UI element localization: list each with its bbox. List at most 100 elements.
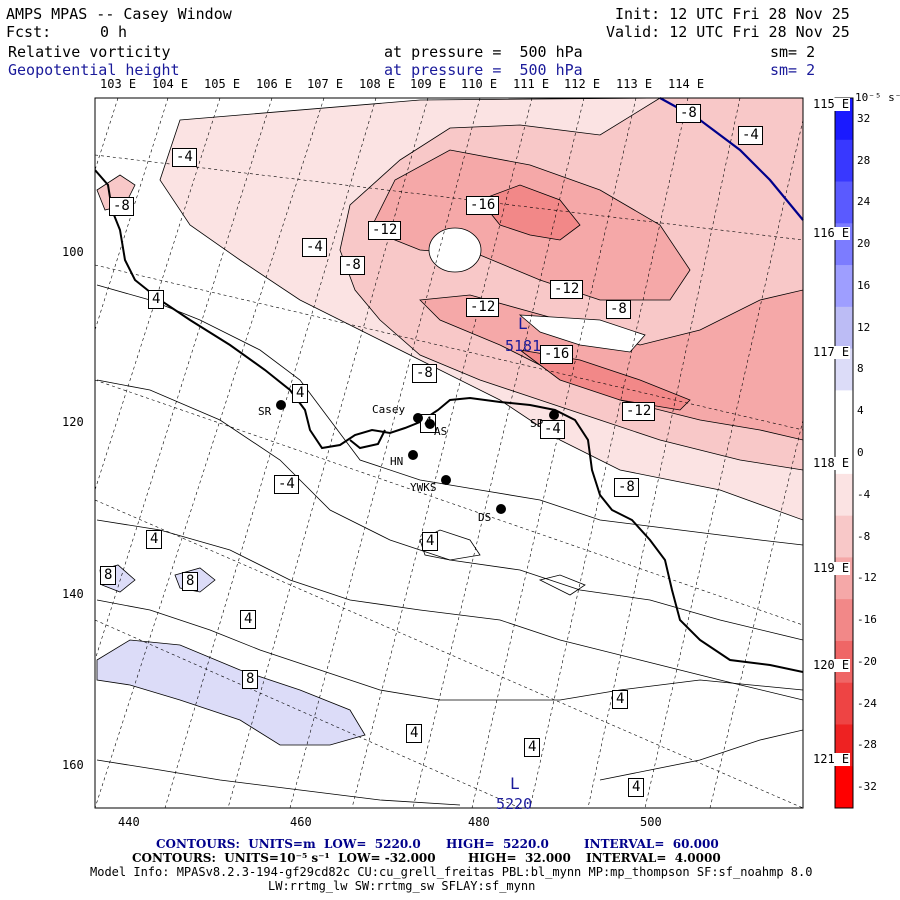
right-lon-label: 115 E [812, 97, 851, 111]
right-lon-label: 116 E [812, 226, 851, 240]
colorbar-label: -12 [857, 571, 877, 585]
contour-label: 8 [242, 670, 259, 689]
contour-label: -12 [466, 298, 500, 317]
colorbar-label: -4 [857, 487, 871, 501]
contour-label: -12 [368, 221, 402, 240]
station-label: YWKS [410, 481, 437, 494]
right-lon-label: 119 E [812, 561, 851, 575]
field2-level: at pressure = 500 hPa [384, 61, 583, 79]
top-lon-label: 108 E [359, 77, 396, 91]
colorbar-label: 0 [857, 446, 864, 459]
colorbar-label: -8 [857, 529, 871, 543]
colorbar-label: 28 [857, 153, 871, 167]
station-label: SP [530, 417, 544, 430]
colorbar-label: 8 [857, 362, 864, 376]
contour-label: -8 [614, 478, 639, 497]
vorticity-band-minus16 [479, 184, 581, 241]
station-label: Casey [372, 403, 406, 416]
low-value-2: 5220 [496, 795, 533, 813]
bottom-tick-label: 460 [290, 815, 312, 829]
field1-level: at pressure = 500 hPa [384, 43, 583, 61]
footer-height-contours: CONTOURS: UNITS=m LOW= 5220.0 [156, 837, 421, 851]
colorbar [835, 98, 853, 809]
left-tick-label: 160 [62, 758, 84, 772]
footer-model-info-2: LW:rrtmg_lw SW:rrtmg_sw SFLAY:sf_mynn [268, 879, 536, 893]
field2-name: Geopotential height [8, 61, 180, 79]
vorticity-band-plus8 [96, 639, 366, 746]
footer-height-interval: INTERVAL= 60.000 [584, 837, 719, 851]
vorticity-white-pocket-b [518, 314, 646, 353]
footer-height-high: HIGH= 5220.0 [446, 837, 549, 851]
contour-label: -16 [466, 196, 500, 215]
contour-label: -8 [412, 364, 437, 383]
contour-label: 4 [292, 384, 309, 403]
init-time: Init: 12 UTC Fri 28 Nov 25 [615, 5, 850, 23]
colorbar-swatch [835, 139, 853, 183]
colorbar-swatch [835, 390, 853, 433]
colorbar-swatch [835, 682, 853, 725]
station-label: HN [390, 455, 404, 468]
station-marker [413, 413, 423, 423]
right-lon-label: 121 E [812, 752, 851, 766]
station-marker [496, 504, 506, 514]
latlon-grid [95, 98, 803, 808]
colorbar-label: -24 [857, 696, 877, 710]
colorbar-label: 12 [857, 320, 871, 334]
footer-vort-contours: CONTOURS: UNITS=10⁻⁵ s⁻¹ LOW= -32.000 [132, 851, 436, 865]
bottom-tick-label: 480 [468, 815, 490, 829]
vorticity-band-minus16b [519, 349, 691, 411]
contour-label: -12 [550, 280, 584, 299]
contour-label: 8 [100, 566, 117, 585]
colorbar-swatch [835, 348, 853, 391]
contour-label: 4 [422, 532, 439, 551]
colorbar-swatch [835, 181, 853, 224]
plot-frame [94, 97, 804, 809]
contour-label: -16 [540, 345, 574, 364]
left-tick-label: 120 [62, 415, 84, 429]
colorbar-swatch [835, 515, 853, 558]
contour-label: -4 [172, 148, 197, 167]
right-lon-label: 118 E [812, 456, 851, 470]
top-lon-label: 110 E [461, 77, 498, 91]
station-label: DS [478, 511, 492, 524]
footer-model-info: Model Info: MPASv8.2.3-194-gf29cd82c CU:… [90, 865, 813, 879]
contour-label: 4 [628, 778, 645, 797]
contour-label: 4 [146, 530, 163, 549]
contour-label: -12 [622, 402, 656, 421]
contour-label: -4 [302, 238, 327, 257]
top-lon-label: 114 E [668, 77, 705, 91]
colorbar-swatch [835, 473, 853, 517]
colorbar-swatch [835, 306, 853, 350]
colorbar-unit: 10⁻⁵ s⁻¹ [855, 91, 900, 104]
colorbar-swatch [835, 265, 853, 308]
colorbar-swatch [835, 766, 853, 809]
contour-lines [96, 284, 803, 806]
colorbar-label: 24 [857, 195, 871, 209]
bottom-tick-label: 500 [640, 815, 662, 829]
station-marker [441, 475, 451, 485]
colorbar-label: -20 [857, 654, 877, 668]
fcst-label: Fcst: [6, 23, 52, 41]
colorbar-label: 16 [857, 278, 871, 292]
right-lon-label: 120 E [812, 658, 851, 672]
field2-smooth: sm= 2 [770, 61, 816, 79]
contour-label: 4 [240, 610, 257, 629]
station-marker [276, 400, 286, 410]
fcst-value: 0 h [100, 23, 128, 41]
app-title: AMPS MPAS -- Casey Window [6, 5, 232, 23]
top-lon-label: 103 E [100, 77, 137, 91]
top-lon-label: 104 E [152, 77, 189, 91]
colorbar-swatch [835, 599, 853, 642]
low-mark: L [518, 314, 528, 333]
contour-label: -8 [109, 197, 134, 216]
top-lon-label: 109 E [410, 77, 447, 91]
contour-label: -8 [676, 104, 701, 123]
colorbar-label: -16 [857, 613, 877, 627]
right-lon-label: 117 E [812, 345, 851, 359]
top-lon-label: 111 E [513, 77, 550, 91]
contour-label: 8 [182, 572, 199, 591]
contour-label: 4 [406, 724, 423, 743]
left-tick-label: 140 [62, 587, 84, 601]
contour-label: -4 [540, 420, 565, 439]
